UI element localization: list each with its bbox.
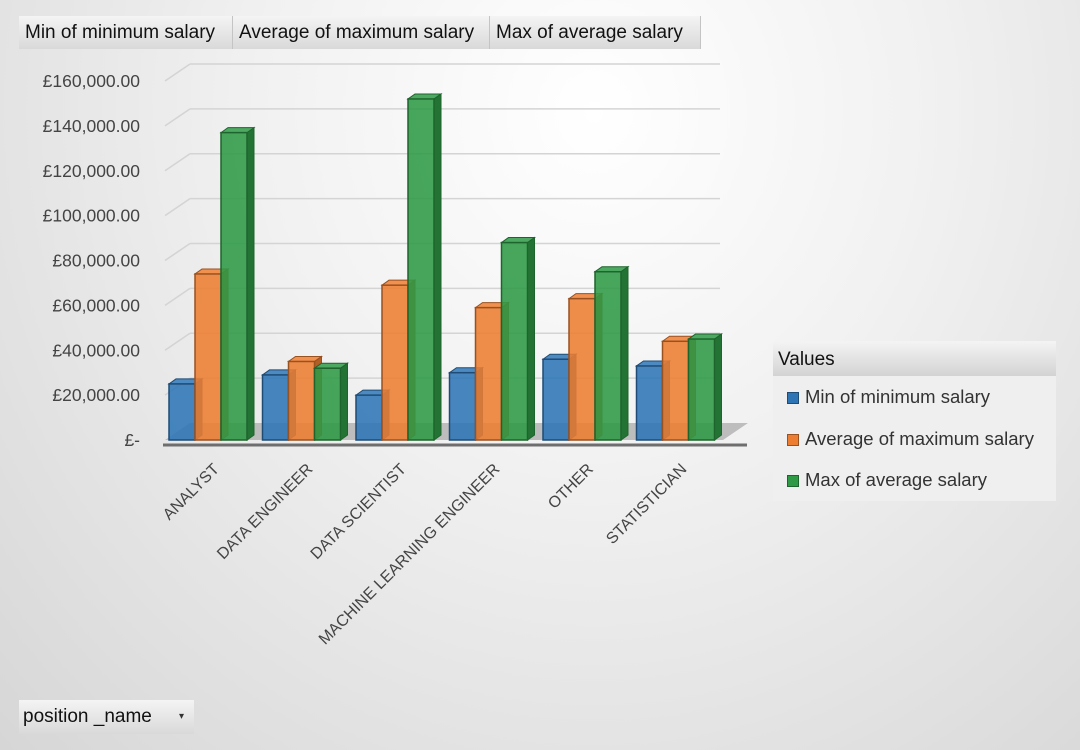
bar-side xyxy=(714,333,722,441)
y-tick-label: £40,000.00 xyxy=(52,340,140,360)
y-tick-label: £160,000.00 xyxy=(43,71,141,91)
x-tick-label: STATISTICIAN xyxy=(603,461,690,548)
bar-average-of-maximum-salary-other xyxy=(568,297,596,441)
legend-title[interactable]: Values xyxy=(773,341,1056,376)
bar-min-of-minimum-salary-data-engineer xyxy=(261,374,290,441)
legend-item-average-maximum-salary[interactable]: Average of maximum salary xyxy=(787,427,1034,451)
bar-max-of-average-salary-other xyxy=(594,270,622,441)
legend-item-min-minimum-salary[interactable]: Min of minimum salary xyxy=(787,385,990,409)
bar-average-of-maximum-salary-data-engineer xyxy=(287,360,316,441)
bar-side xyxy=(246,126,255,441)
bar-average-of-maximum-salary-statistician xyxy=(661,340,690,441)
legend-label: Min of minimum salary xyxy=(805,386,991,407)
y-tick-label: £140,000.00 xyxy=(43,116,141,136)
bar-side xyxy=(527,236,535,441)
y-tick-label: £20,000.00 xyxy=(52,385,140,405)
y-tick-label: £80,000.00 xyxy=(52,251,140,271)
x-tick-label: DATA ENGINEER xyxy=(214,461,316,563)
field-button-average-maximum-salary[interactable]: Average of maximum salary xyxy=(233,16,490,49)
bar-max-of-average-salary-analyst xyxy=(220,131,248,441)
bar-side xyxy=(620,265,629,441)
bar-min-of-minimum-salary-statistician xyxy=(635,365,664,441)
y-tick-label: £60,000.00 xyxy=(52,295,140,315)
field-button-max-average-salary[interactable]: Max of average salary xyxy=(490,16,701,49)
bar-min-of-minimum-salary-other xyxy=(542,358,570,441)
field-button-min-minimum-salary[interactable]: Min of minimum salary xyxy=(19,16,233,49)
bar-average-of-maximum-salary-machine-learning-engineer xyxy=(474,306,503,441)
gridline-side xyxy=(164,197,191,217)
bar-side xyxy=(340,362,348,441)
axis-field-label: position _name xyxy=(23,706,152,727)
gridline-side xyxy=(164,63,191,82)
bar-side xyxy=(433,92,442,441)
gridline-side xyxy=(164,332,191,351)
x-tick-label: ANALYST xyxy=(160,461,223,524)
bar-min-of-minimum-salary-analyst xyxy=(168,383,196,441)
x-tick-label: OTHER xyxy=(545,461,597,513)
legend-swatch-orange xyxy=(787,434,799,446)
x-tick-label: MACHINE LEARNING ENGINEER xyxy=(316,461,503,648)
bar-max-of-average-salary-data-scientist xyxy=(407,98,435,441)
gridline-side xyxy=(164,108,191,127)
gridline-side xyxy=(164,153,191,172)
legend-swatch-blue xyxy=(787,392,799,404)
chart-legend: Values Min of minimum salary Average of … xyxy=(773,341,1056,501)
x-tick-label: DATA SCIENTIST xyxy=(308,461,410,563)
bar-average-of-maximum-salary-data-scientist xyxy=(381,284,409,441)
bar-max-of-average-salary-machine-learning-engineer xyxy=(500,241,529,441)
axis-field-dropdown[interactable]: position _name ▾ xyxy=(19,700,194,734)
y-tick-label: £120,000.00 xyxy=(43,161,141,181)
legend-swatch-green xyxy=(787,475,799,487)
bar-min-of-minimum-salary-machine-learning-engineer xyxy=(448,371,477,441)
legend-label: Average of maximum salary xyxy=(805,428,1034,449)
gridline-side xyxy=(164,242,191,262)
bar-min-of-minimum-salary-data-scientist xyxy=(355,394,383,441)
y-tick-label: £100,000.00 xyxy=(43,206,141,226)
legend-label: Max of average salary xyxy=(805,469,988,490)
y-tick-label: £- xyxy=(124,430,140,450)
legend-item-max-average-salary[interactable]: Max of average salary xyxy=(787,468,987,492)
bar-max-of-average-salary-statistician xyxy=(687,338,716,441)
dropdown-arrow-icon[interactable]: ▾ xyxy=(178,711,184,722)
bar-max-of-average-salary-data-engineer xyxy=(313,367,342,441)
bar-average-of-maximum-salary-analyst xyxy=(194,273,222,441)
gridline-side xyxy=(164,287,191,307)
